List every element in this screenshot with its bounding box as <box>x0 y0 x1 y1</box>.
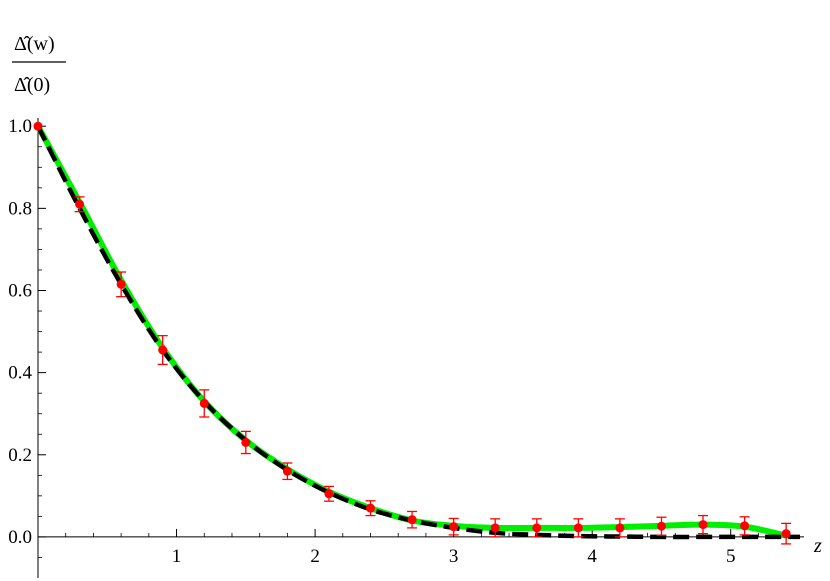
data-point <box>324 489 334 499</box>
y-tick-label: 1.0 <box>8 116 32 137</box>
series-layer <box>33 121 800 545</box>
data-point <box>573 523 583 533</box>
x-tick-label: 1 <box>172 546 182 567</box>
data-point <box>490 523 500 533</box>
x-tick-label: 2 <box>310 546 320 567</box>
data-point <box>407 515 417 525</box>
data-point <box>199 398 209 408</box>
data-point <box>282 466 292 476</box>
x-tick-label: 4 <box>587 546 597 567</box>
y-tick-label: 0.6 <box>8 281 32 302</box>
x-axis-label: z <box>813 535 822 557</box>
data-point <box>75 199 85 209</box>
axes: 1 2 3 4 5 0.0 0.2 0.4 0.6 0.8 1.0 <box>8 116 804 578</box>
y-axis-denominator: Δ̂(0) <box>14 74 50 96</box>
x-tick-label: 5 <box>726 546 736 567</box>
y-tick-label: 0.2 <box>8 445 32 466</box>
y-axis-numerator: Δ̂(w) <box>14 33 55 55</box>
data-point <box>241 437 251 447</box>
data-point <box>532 523 542 533</box>
data-point <box>158 345 168 355</box>
y-tick-label: 0.0 <box>8 527 32 548</box>
data-point <box>740 521 750 531</box>
data-point <box>116 279 126 289</box>
axis-labels: Δ̂(w) Δ̂(0) z <box>12 33 822 557</box>
data-point <box>781 529 791 539</box>
data-point <box>366 503 376 513</box>
y-tick-label: 0.8 <box>8 198 32 219</box>
data-point <box>698 520 708 530</box>
x-tick-label: 3 <box>449 546 459 567</box>
y-tick-label: 0.4 <box>8 363 32 384</box>
series-line-dashed <box>35 125 800 540</box>
data-point <box>33 121 43 131</box>
data-point <box>615 523 625 533</box>
data-point <box>656 521 666 531</box>
data-point <box>449 522 459 532</box>
